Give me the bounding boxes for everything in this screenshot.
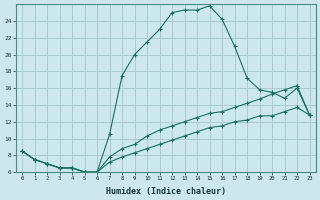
X-axis label: Humidex (Indice chaleur): Humidex (Indice chaleur) bbox=[106, 187, 226, 196]
